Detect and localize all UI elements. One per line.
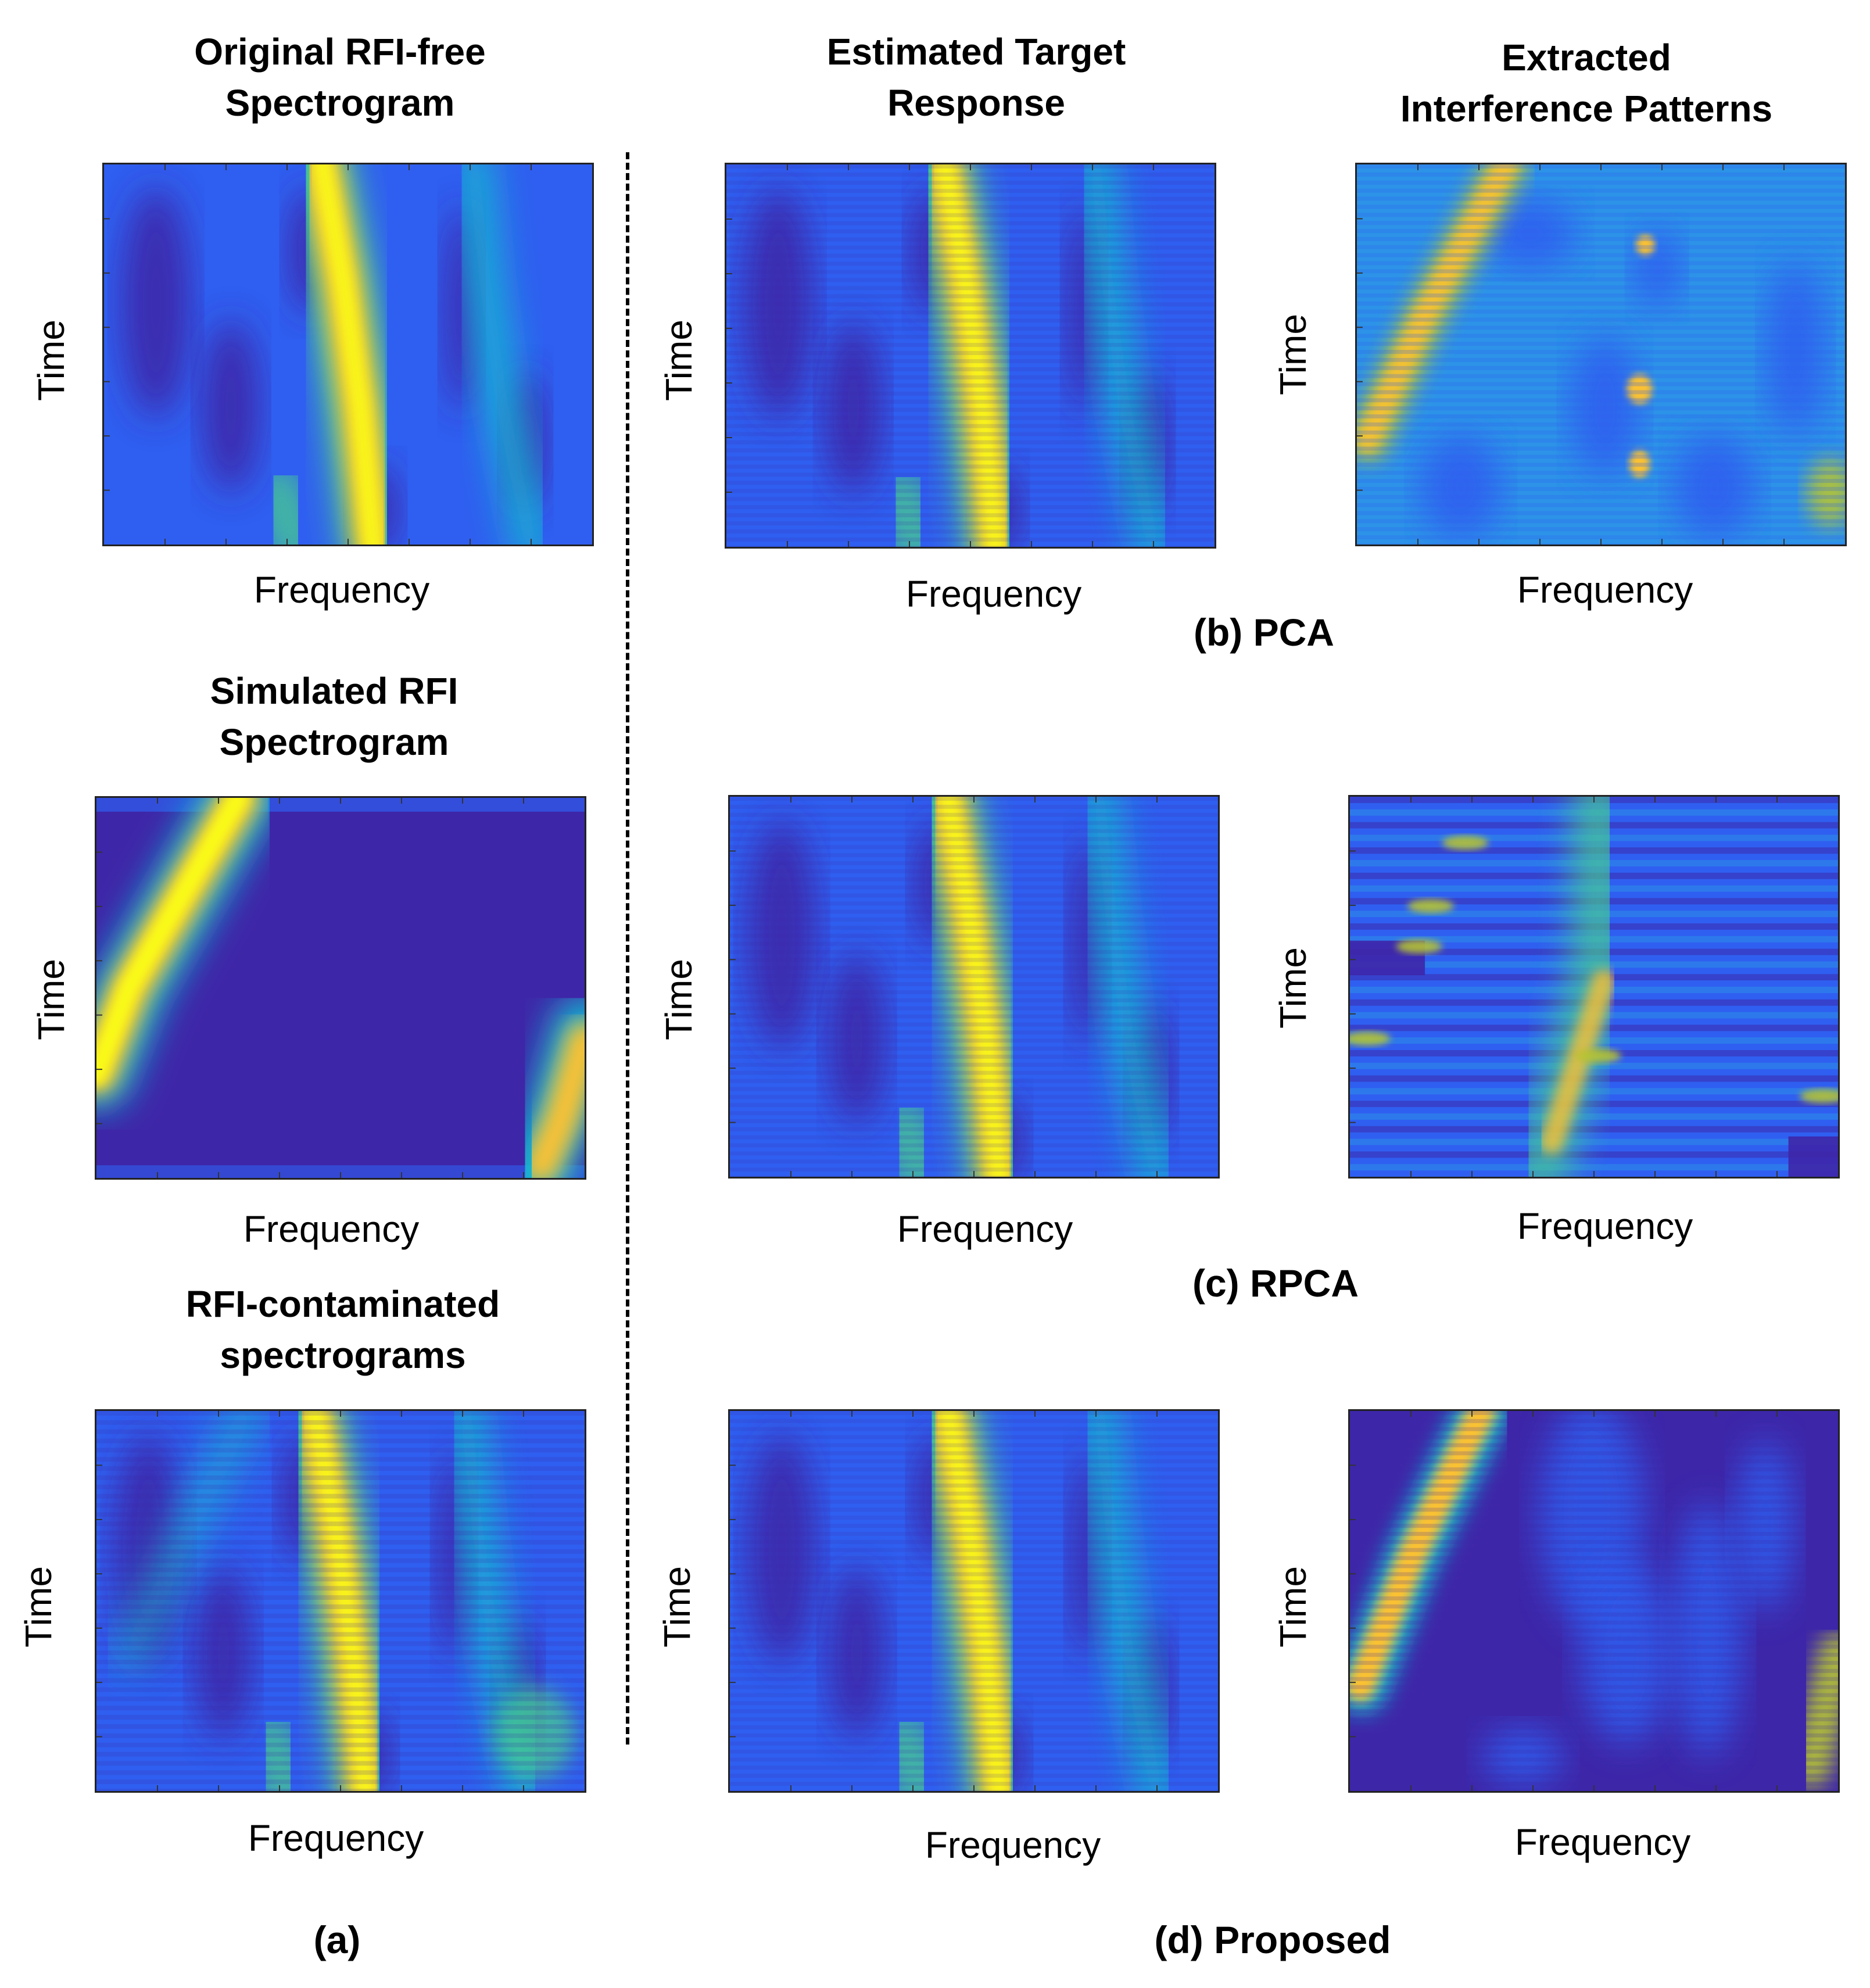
- title-line: RFI-contaminated: [185, 1283, 500, 1325]
- x-axis-label: Frequency: [248, 1817, 424, 1859]
- spectrogram-proposed-interference: [1348, 1409, 1840, 1793]
- y-axis-label: Time: [1272, 947, 1314, 1029]
- title-rfi-contaminated: RFI-contaminated spectrograms: [122, 1278, 564, 1381]
- spectrogram-rpca-interference: [1348, 795, 1840, 1179]
- y-axis-label: Time: [658, 959, 700, 1040]
- title-line: Original RFI-free: [194, 31, 486, 73]
- x-axis-label: Frequency: [1517, 569, 1693, 611]
- y-axis-label: Time: [30, 959, 72, 1040]
- spectrogram-contaminated: [95, 1409, 586, 1793]
- title-line: Spectrogram: [225, 82, 455, 124]
- y-axis-label: Time: [30, 320, 72, 401]
- title-extracted-interference: Extracted Interference Patterns: [1331, 32, 1842, 134]
- x-axis-label: Frequency: [253, 569, 430, 611]
- spectrogram-rpca-target: [728, 795, 1220, 1179]
- caption-b-pca: (b) PCA: [1194, 611, 1334, 654]
- x-axis-label: Frequency: [897, 1208, 1073, 1250]
- title-line: Response: [887, 82, 1065, 124]
- title-line: spectrograms: [220, 1334, 466, 1376]
- x-axis-label: Frequency: [243, 1208, 420, 1250]
- x-axis-label: Frequency: [905, 573, 1082, 615]
- title-line: Simulated RFI: [210, 670, 458, 712]
- title-line: Extracted: [1502, 37, 1671, 78]
- spectrogram-proposed-target: [728, 1409, 1220, 1793]
- title-line: Spectrogram: [219, 721, 449, 763]
- caption-d-proposed: (d) Proposed: [1154, 1918, 1391, 1961]
- spectrogram-original: [102, 163, 594, 546]
- title-estimated-target: Estimated Target Response: [755, 26, 1197, 128]
- title-line: Estimated Target: [826, 31, 1126, 73]
- dashed-divider: [626, 152, 629, 1745]
- title-line: Interference Patterns: [1400, 88, 1773, 130]
- x-axis-label: Frequency: [1514, 1821, 1691, 1863]
- x-axis-label: Frequency: [1517, 1205, 1693, 1247]
- y-axis-label: Time: [17, 1566, 59, 1647]
- spectrogram-simulated-rfi: [95, 796, 586, 1180]
- y-axis-label: Time: [656, 1566, 698, 1647]
- spectrogram-pca-interference: [1355, 163, 1847, 546]
- caption-c-rpca: (c) RPCA: [1192, 1262, 1359, 1305]
- x-axis-label: Frequency: [925, 1824, 1101, 1866]
- y-axis-label: Time: [658, 320, 700, 401]
- title-original-rfi-free: Original RFI-free Spectrogram: [119, 26, 561, 128]
- title-simulated-rfi: Simulated RFI Spectrogram: [113, 665, 555, 768]
- y-axis-label: Time: [1272, 1566, 1314, 1647]
- spectrogram-pca-target: [725, 163, 1216, 549]
- caption-a: (a): [313, 1918, 361, 1961]
- y-axis-label: Time: [1272, 314, 1314, 395]
